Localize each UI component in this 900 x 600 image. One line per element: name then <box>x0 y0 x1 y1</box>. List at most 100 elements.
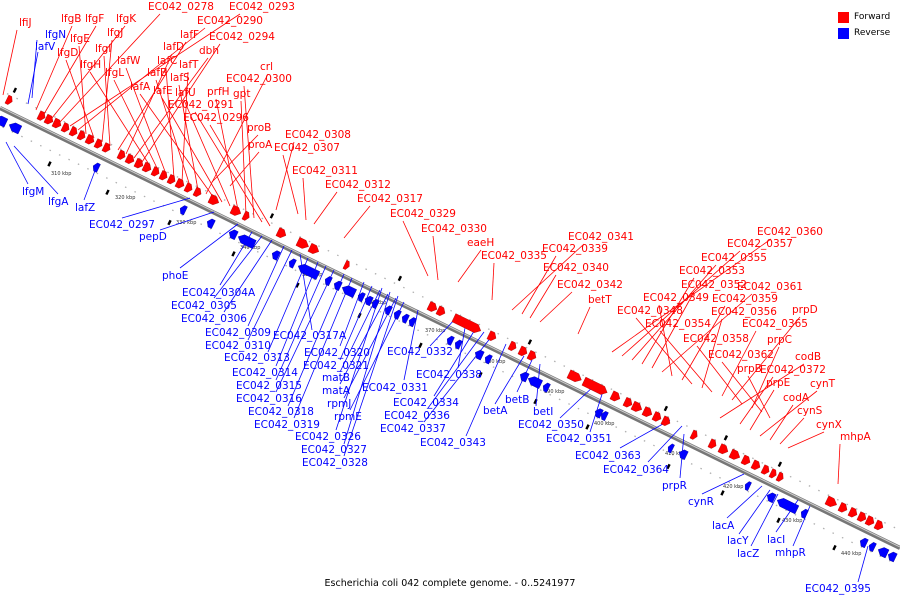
forward-gene[interactable] <box>174 177 185 189</box>
forward-gene-label[interactable]: EC042_0365 <box>742 318 808 330</box>
reverse-gene[interactable] <box>600 411 609 422</box>
reverse-gene-label[interactable]: mhpR <box>775 547 806 559</box>
forward-gene-label[interactable]: lafB <box>147 67 167 79</box>
forward-gene-label[interactable]: lafU <box>175 87 196 99</box>
forward-gene[interactable] <box>581 376 608 395</box>
forward-gene[interactable] <box>124 153 135 164</box>
forward-gene[interactable] <box>241 210 250 221</box>
forward-gene[interactable] <box>486 330 497 341</box>
reverse-gene[interactable] <box>668 443 675 454</box>
forward-gene-label[interactable]: EC042_0372 <box>760 364 826 376</box>
forward-gene[interactable] <box>837 502 848 513</box>
reverse-gene[interactable] <box>341 285 357 298</box>
reverse-gene-label[interactable]: EC042_0315 <box>236 380 302 392</box>
forward-gene[interactable] <box>150 166 160 177</box>
reverse-gene-label[interactable]: betB <box>505 394 529 406</box>
reverse-gene[interactable] <box>519 371 530 383</box>
forward-gene-label[interactable]: crl <box>260 61 273 73</box>
reverse-gene-label[interactable]: lacZ <box>737 548 759 560</box>
forward-gene-label[interactable]: lafA <box>130 81 151 93</box>
reverse-gene-label[interactable]: lacY <box>727 535 749 547</box>
forward-gene[interactable] <box>660 415 671 427</box>
forward-gene[interactable] <box>101 142 111 153</box>
forward-gene[interactable] <box>775 471 784 482</box>
reverse-gene[interactable] <box>877 547 890 559</box>
forward-gene[interactable] <box>750 459 761 471</box>
reverse-gene-label[interactable]: EC042_0321 <box>303 360 369 372</box>
forward-gene[interactable] <box>4 94 13 105</box>
reverse-gene[interactable] <box>357 292 366 303</box>
reverse-gene[interactable] <box>859 537 869 549</box>
forward-gene-label[interactable]: EC042_0293 <box>229 1 295 13</box>
forward-gene-label[interactable]: EC042_0361 <box>737 281 803 293</box>
forward-gene[interactable] <box>207 194 220 206</box>
forward-gene[interactable] <box>856 511 867 522</box>
reverse-gene[interactable] <box>92 162 101 173</box>
forward-gene[interactable] <box>728 448 741 460</box>
forward-gene[interactable] <box>847 506 858 518</box>
forward-gene-label[interactable]: lfiJ <box>19 17 32 29</box>
forward-gene-label[interactable]: EC042_0308 <box>285 129 351 141</box>
forward-gene-label[interactable]: cynS <box>797 405 823 417</box>
forward-gene[interactable] <box>622 396 633 408</box>
reverse-gene-label[interactable]: EC042_0310 <box>205 340 271 352</box>
reverse-gene[interactable] <box>179 205 188 216</box>
forward-gene[interactable] <box>873 519 884 531</box>
forward-gene[interactable] <box>426 301 438 312</box>
reverse-gene[interactable] <box>393 309 402 320</box>
reverse-gene-label[interactable]: lfgM <box>22 186 44 198</box>
forward-gene-label[interactable]: prfH <box>207 86 230 98</box>
reverse-gene-label[interactable]: EC042_0313 <box>224 352 290 364</box>
forward-gene[interactable] <box>651 411 662 422</box>
reverse-gene[interactable] <box>594 408 604 419</box>
forward-gene-label[interactable]: lafD <box>163 41 184 53</box>
reverse-gene-label[interactable]: EC042_0336 <box>384 410 450 422</box>
reverse-gene[interactable] <box>868 542 877 553</box>
forward-gene-label[interactable]: EC042_0349 <box>643 292 709 304</box>
forward-gene-label[interactable]: lfgI <box>95 43 111 55</box>
reverse-gene[interactable] <box>8 122 23 135</box>
reverse-gene-label[interactable]: EC042_0297 <box>89 219 155 231</box>
reverse-gene[interactable] <box>527 376 543 389</box>
reverse-gene[interactable] <box>371 299 380 310</box>
forward-gene[interactable] <box>93 138 103 149</box>
forward-gene[interactable] <box>51 117 62 129</box>
forward-gene[interactable] <box>609 390 621 402</box>
forward-gene-label[interactable]: lfgD <box>57 47 78 59</box>
forward-gene-label[interactable]: EC042_0335 <box>481 250 547 262</box>
reverse-gene[interactable] <box>228 229 239 241</box>
reverse-gene[interactable] <box>484 354 493 365</box>
forward-gene-label[interactable]: lfgF <box>85 13 104 25</box>
forward-gene-label[interactable]: EC042_0312 <box>325 179 391 191</box>
forward-gene[interactable] <box>43 113 54 125</box>
forward-gene[interactable] <box>768 468 777 479</box>
reverse-gene-label[interactable]: EC042_0334 <box>393 397 459 409</box>
forward-gene-label[interactable]: prpE <box>766 377 790 389</box>
reverse-gene-label[interactable]: EC042_0332 <box>387 346 453 358</box>
forward-gene[interactable] <box>342 260 350 270</box>
forward-gene-label[interactable]: proA <box>248 139 273 151</box>
forward-gene-label[interactable]: EC042_0296 <box>183 112 249 124</box>
forward-gene-label[interactable]: lfgJ <box>107 27 123 39</box>
reverse-gene-label[interactable]: EC042_0328 <box>302 457 368 469</box>
forward-gene[interactable] <box>864 515 875 526</box>
forward-gene[interactable] <box>116 149 126 160</box>
forward-gene-label[interactable]: EC042_0317 <box>357 193 423 205</box>
forward-gene[interactable] <box>166 174 176 185</box>
forward-gene-label[interactable]: betT <box>588 294 612 306</box>
reverse-gene-label[interactable]: EC042_0327 <box>301 444 367 456</box>
forward-gene-label[interactable]: dbh <box>199 45 219 57</box>
forward-gene-label[interactable]: EC042_0356 <box>711 306 777 318</box>
forward-gene-label[interactable]: EC042_0290 <box>197 15 263 27</box>
forward-gene-label[interactable]: EC042_0360 <box>757 226 823 238</box>
reverse-gene-label[interactable]: EC042_0363 <box>575 450 641 462</box>
reverse-gene[interactable] <box>333 280 343 291</box>
forward-gene[interactable] <box>60 122 70 133</box>
reverse-gene-label[interactable]: rpmJ <box>327 398 351 410</box>
forward-gene[interactable] <box>717 443 729 455</box>
forward-gene-label[interactable]: EC042_0357 <box>727 238 793 250</box>
forward-gene-label[interactable]: lafS <box>170 72 190 84</box>
forward-gene[interactable] <box>641 406 653 417</box>
forward-gene-label[interactable]: eaeH <box>467 237 494 249</box>
reverse-gene-label[interactable]: EC042_0304A <box>182 287 256 299</box>
